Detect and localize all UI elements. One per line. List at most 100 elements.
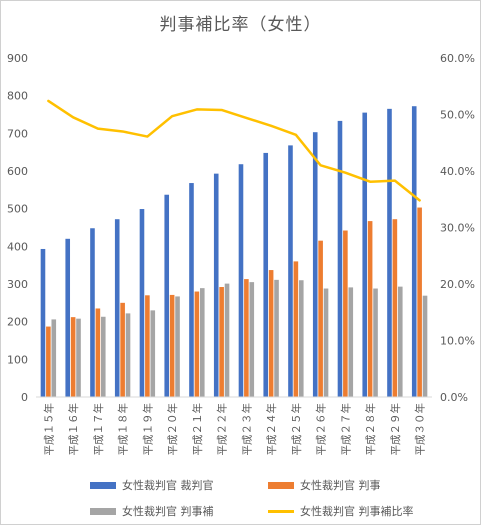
x-category-label: 平成２７年 xyxy=(339,403,352,456)
y-right-tick-label: 40.0% xyxy=(440,165,475,178)
legend-item-hanji: 女性裁判官 判事 xyxy=(268,477,381,493)
legend-item-ratio: 女性裁判官 判事補比率 xyxy=(268,503,414,519)
bar-3 xyxy=(274,279,279,397)
y-right-tick-label: 50.0% xyxy=(440,109,475,122)
x-category-label: 平成２８年 xyxy=(364,403,377,456)
x-category-label: 平成２９年 xyxy=(389,403,402,456)
y-right-tick-label: 0.0% xyxy=(440,391,468,404)
x-category-label: 平成２６年 xyxy=(315,403,328,456)
bar-1 xyxy=(139,209,145,397)
bar-3 xyxy=(323,288,329,397)
x-category-label: 平成２５年 xyxy=(290,403,303,456)
bar-1 xyxy=(189,183,194,397)
x-category-label: 平成２０年 xyxy=(166,403,179,456)
legend-swatch xyxy=(90,507,116,515)
bar-1 xyxy=(65,238,71,397)
legend-swatch xyxy=(268,509,294,513)
bar-1 xyxy=(312,132,318,397)
y-right-tick-label: 60.0% xyxy=(440,52,475,65)
y-left-tick-label: 500 xyxy=(7,203,28,216)
bar-1 xyxy=(213,173,219,397)
bar-1 xyxy=(411,106,417,398)
legend-label: 女性裁判官 判事 xyxy=(300,479,381,492)
x-category-label: 平成１９年 xyxy=(141,403,154,456)
bar-2 xyxy=(392,219,398,397)
bar-3 xyxy=(150,310,156,397)
bar-3 xyxy=(51,319,57,397)
bar-2 xyxy=(194,291,200,397)
y-right-tick-label: 10.0% xyxy=(440,335,475,348)
x-category-label: 平成１６年 xyxy=(67,403,80,456)
x-category-label: 平成２１年 xyxy=(191,403,204,456)
legend-swatch xyxy=(268,481,294,489)
y-left-tick-label: 600 xyxy=(7,165,28,178)
y-right-tick-label: 20.0% xyxy=(440,278,475,291)
bar-2 xyxy=(293,261,299,397)
bar-2 xyxy=(70,317,76,397)
bar-1 xyxy=(238,164,244,397)
y-left-tick-label: 900 xyxy=(7,52,28,65)
legend-label: 女性裁判官 判事補 xyxy=(122,505,214,518)
bar-2 xyxy=(417,207,422,397)
bar-1 xyxy=(337,120,343,398)
bar-3 xyxy=(100,316,106,397)
bar-2 xyxy=(343,230,348,397)
x-axis-categories: 平成１５年 平成１６年 平成１７年 平成１８年 平成１９年 平成２０年 平成２１年 平成２２年… xyxy=(42,403,426,456)
legend-label: 女性裁判官 判事補比率 xyxy=(300,505,414,518)
x-category-label: 平成１８年 xyxy=(117,403,130,456)
bar-3 xyxy=(422,295,428,397)
bar-3 xyxy=(298,280,304,397)
bar-2 xyxy=(318,240,323,397)
line-series-group xyxy=(47,99,421,202)
bar-3 xyxy=(224,283,230,397)
y-left-tick-label: 0 xyxy=(21,391,28,404)
bar-1 xyxy=(40,248,46,397)
bar-series-group xyxy=(36,106,432,398)
x-category-label: 平成２２年 xyxy=(216,403,229,456)
y-left-tick-label: 300 xyxy=(7,278,28,291)
bar-3 xyxy=(199,288,205,397)
legend-item-judges: 女性裁判官 裁判官 xyxy=(90,477,214,493)
bar-2 xyxy=(46,326,51,397)
bar-2 xyxy=(219,287,224,397)
bar-1 xyxy=(90,228,95,397)
legend-swatch xyxy=(90,481,116,489)
bar-3 xyxy=(348,287,354,397)
bar-1 xyxy=(164,194,170,397)
y-right-tick-label: 30.0% xyxy=(440,222,475,235)
x-category-label: 平成１５年 xyxy=(42,403,55,456)
bar-3 xyxy=(125,313,131,397)
bar-3 xyxy=(373,288,378,397)
legend-label: 女性裁判官 裁判官 xyxy=(122,479,214,492)
y-left-tick-label: 400 xyxy=(7,240,28,253)
bar-2 xyxy=(367,221,373,397)
y-left-tick-label: 200 xyxy=(7,316,28,329)
bar-2 xyxy=(169,294,175,397)
bar-1 xyxy=(362,112,368,398)
x-category-label: 平成２４年 xyxy=(265,403,278,456)
bar-3 xyxy=(397,286,403,397)
y-axis-left: 0 100 200 300 400 500 600 700 800 900 xyxy=(7,52,28,404)
legend-item-hanjiho: 女性裁判官 判事補 xyxy=(90,503,214,519)
y-left-tick-label: 100 xyxy=(7,353,28,366)
bar-3 xyxy=(249,282,255,397)
bar-2 xyxy=(120,302,125,397)
bar-2 xyxy=(268,270,274,397)
x-category-label: 平成２３年 xyxy=(240,403,253,456)
bar-1 xyxy=(263,152,269,397)
y-left-tick-label: 800 xyxy=(7,90,28,103)
bar-1 xyxy=(288,145,293,397)
bar-2 xyxy=(244,279,249,397)
bar-3 xyxy=(175,296,180,397)
bar-2 xyxy=(145,295,150,397)
bar-1 xyxy=(387,108,392,397)
chart-title: 判事補比率（女性） xyxy=(159,15,322,35)
x-category-label: 平成３０年 xyxy=(414,403,427,456)
y-left-tick-label: 700 xyxy=(7,127,28,140)
x-category-label: 平成１７年 xyxy=(92,403,105,456)
y-axis-right: 0.0% 10.0% 20.0% 30.0% 40.0% 50.0% 60.0% xyxy=(440,52,475,404)
bar-1 xyxy=(114,219,120,397)
bar-3 xyxy=(76,318,81,397)
bar-2 xyxy=(95,308,101,397)
